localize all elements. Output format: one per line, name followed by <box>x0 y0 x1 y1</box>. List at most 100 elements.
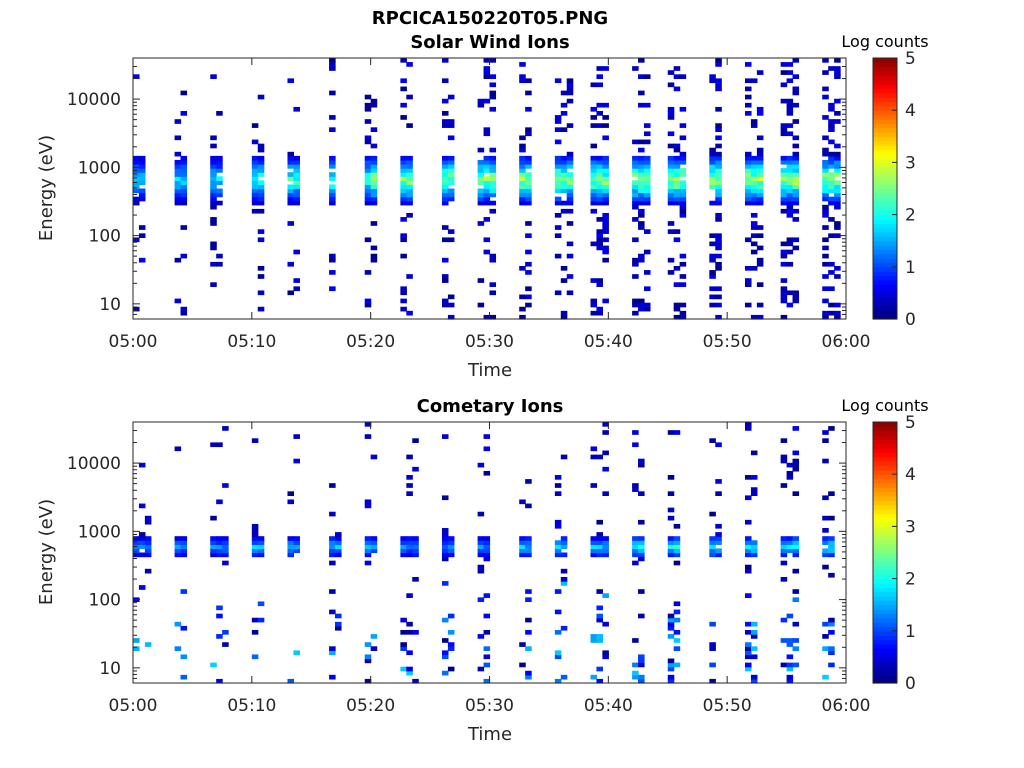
heatmap-cell <box>632 552 639 558</box>
heatmap-cell <box>602 115 609 120</box>
heatmap-cell <box>834 159 841 165</box>
heatmap-cell <box>632 261 639 267</box>
heatmap-cell <box>590 298 598 304</box>
heatmap-cell <box>441 298 449 304</box>
heatmap-cell <box>673 168 681 173</box>
heatmap-cell <box>180 200 188 206</box>
heatmap-cell <box>596 196 603 202</box>
heatmap-cell <box>216 200 223 206</box>
heatmap-cell <box>525 188 532 194</box>
heatmap-cell <box>715 155 722 161</box>
heatmap-cell <box>257 168 265 173</box>
heatmap-cell <box>786 180 794 186</box>
heatmap-cell <box>744 302 752 308</box>
heatmap-cell <box>566 123 574 128</box>
heatmap-cell <box>447 552 455 558</box>
heatmap-cell <box>370 127 378 133</box>
heatmap-cell <box>744 621 752 627</box>
heatmap-cell <box>750 225 758 230</box>
heatmap-cell <box>519 188 526 194</box>
colorbar-segment <box>873 153 897 159</box>
heatmap-cell <box>709 151 716 157</box>
heatmap-cell <box>489 82 497 88</box>
heatmap-cell <box>329 483 336 488</box>
heatmap-cell <box>709 544 716 550</box>
heatmap-cell <box>756 151 764 157</box>
heatmap-cell <box>560 180 568 186</box>
heatmap-cell <box>667 544 675 550</box>
colorbar-segment <box>873 118 897 124</box>
heatmap-cell <box>590 82 598 88</box>
heatmap-cell <box>180 180 188 186</box>
heatmap-cell <box>519 74 526 79</box>
heatmap-cell <box>406 164 413 169</box>
heatmap-cell <box>525 629 532 635</box>
heatmap-cell <box>596 536 603 541</box>
heatmap-cell <box>477 200 485 206</box>
heatmap-cell <box>834 58 841 63</box>
heatmap-cell <box>133 540 140 545</box>
heatmap-cell <box>441 98 449 104</box>
heatmap-cell <box>329 164 336 169</box>
heatmap-cell <box>174 164 182 169</box>
heatmap-cell <box>602 540 609 545</box>
colorbar-segment <box>873 301 897 307</box>
heatmap-cell <box>406 155 413 161</box>
heatmap-cell <box>828 217 835 222</box>
heatmap-cell <box>483 74 491 79</box>
heatmap-cells-solar-wind <box>133 58 841 320</box>
heatmap-cell <box>602 159 609 165</box>
heatmap-cell <box>756 188 764 194</box>
heatmap-cell <box>744 172 752 177</box>
colorbar-segment <box>873 136 897 142</box>
heatmap-cell <box>406 172 413 177</box>
heatmap-cell <box>251 438 259 443</box>
heatmap-cell <box>590 241 598 247</box>
heatmap-cell <box>560 184 568 190</box>
heatmap-cell <box>780 70 788 75</box>
heatmap-cell <box>602 237 609 243</box>
heatmap-cell <box>709 168 716 173</box>
heatmap-cell <box>780 638 788 643</box>
heatmap-cell <box>596 306 603 312</box>
colorbar-segment <box>873 201 897 207</box>
heatmap-cell <box>138 188 146 194</box>
colorbar-segment <box>873 609 897 614</box>
heatmap-cell <box>756 70 764 75</box>
heatmap-cell <box>257 94 265 100</box>
heatmap-cell <box>667 552 675 558</box>
heatmap-cell <box>525 302 532 308</box>
heatmap-cell <box>293 172 300 177</box>
heatmap-cell <box>554 589 562 594</box>
heatmap-cell <box>750 221 758 226</box>
heatmap-cell <box>828 261 835 267</box>
heatmap-cell <box>251 123 259 128</box>
y-tick-label: 10000 <box>67 454 121 474</box>
heatmap-cell <box>667 625 675 631</box>
heatmap-cell <box>780 172 788 177</box>
heatmap-cell <box>133 638 140 643</box>
heatmap-cell <box>174 544 182 550</box>
heatmap-cell <box>483 196 491 202</box>
heatmap-cell <box>602 135 609 141</box>
heatmap-cell <box>483 188 491 194</box>
heatmap-cell <box>792 646 800 651</box>
heatmap-cell <box>590 200 598 206</box>
heatmap-cell <box>828 151 835 157</box>
heatmap-cell <box>519 265 526 271</box>
heatmap-cell <box>441 225 449 230</box>
heatmap-cell <box>673 176 681 181</box>
colorbar-segment <box>873 530 897 536</box>
heatmap-cell <box>643 196 651 202</box>
heatmap-cell <box>780 576 788 582</box>
heatmap-cell <box>287 184 295 190</box>
heatmap-cell <box>257 548 265 554</box>
heatmap-cell <box>750 634 758 639</box>
heatmap-cell <box>293 458 300 464</box>
heatmap-cell <box>210 168 217 173</box>
heatmap-cell <box>335 552 342 558</box>
heatmap-cell <box>822 548 829 554</box>
heatmap-cell <box>786 613 794 619</box>
heatmap-cell <box>483 66 491 71</box>
heatmap-cell <box>364 164 372 169</box>
